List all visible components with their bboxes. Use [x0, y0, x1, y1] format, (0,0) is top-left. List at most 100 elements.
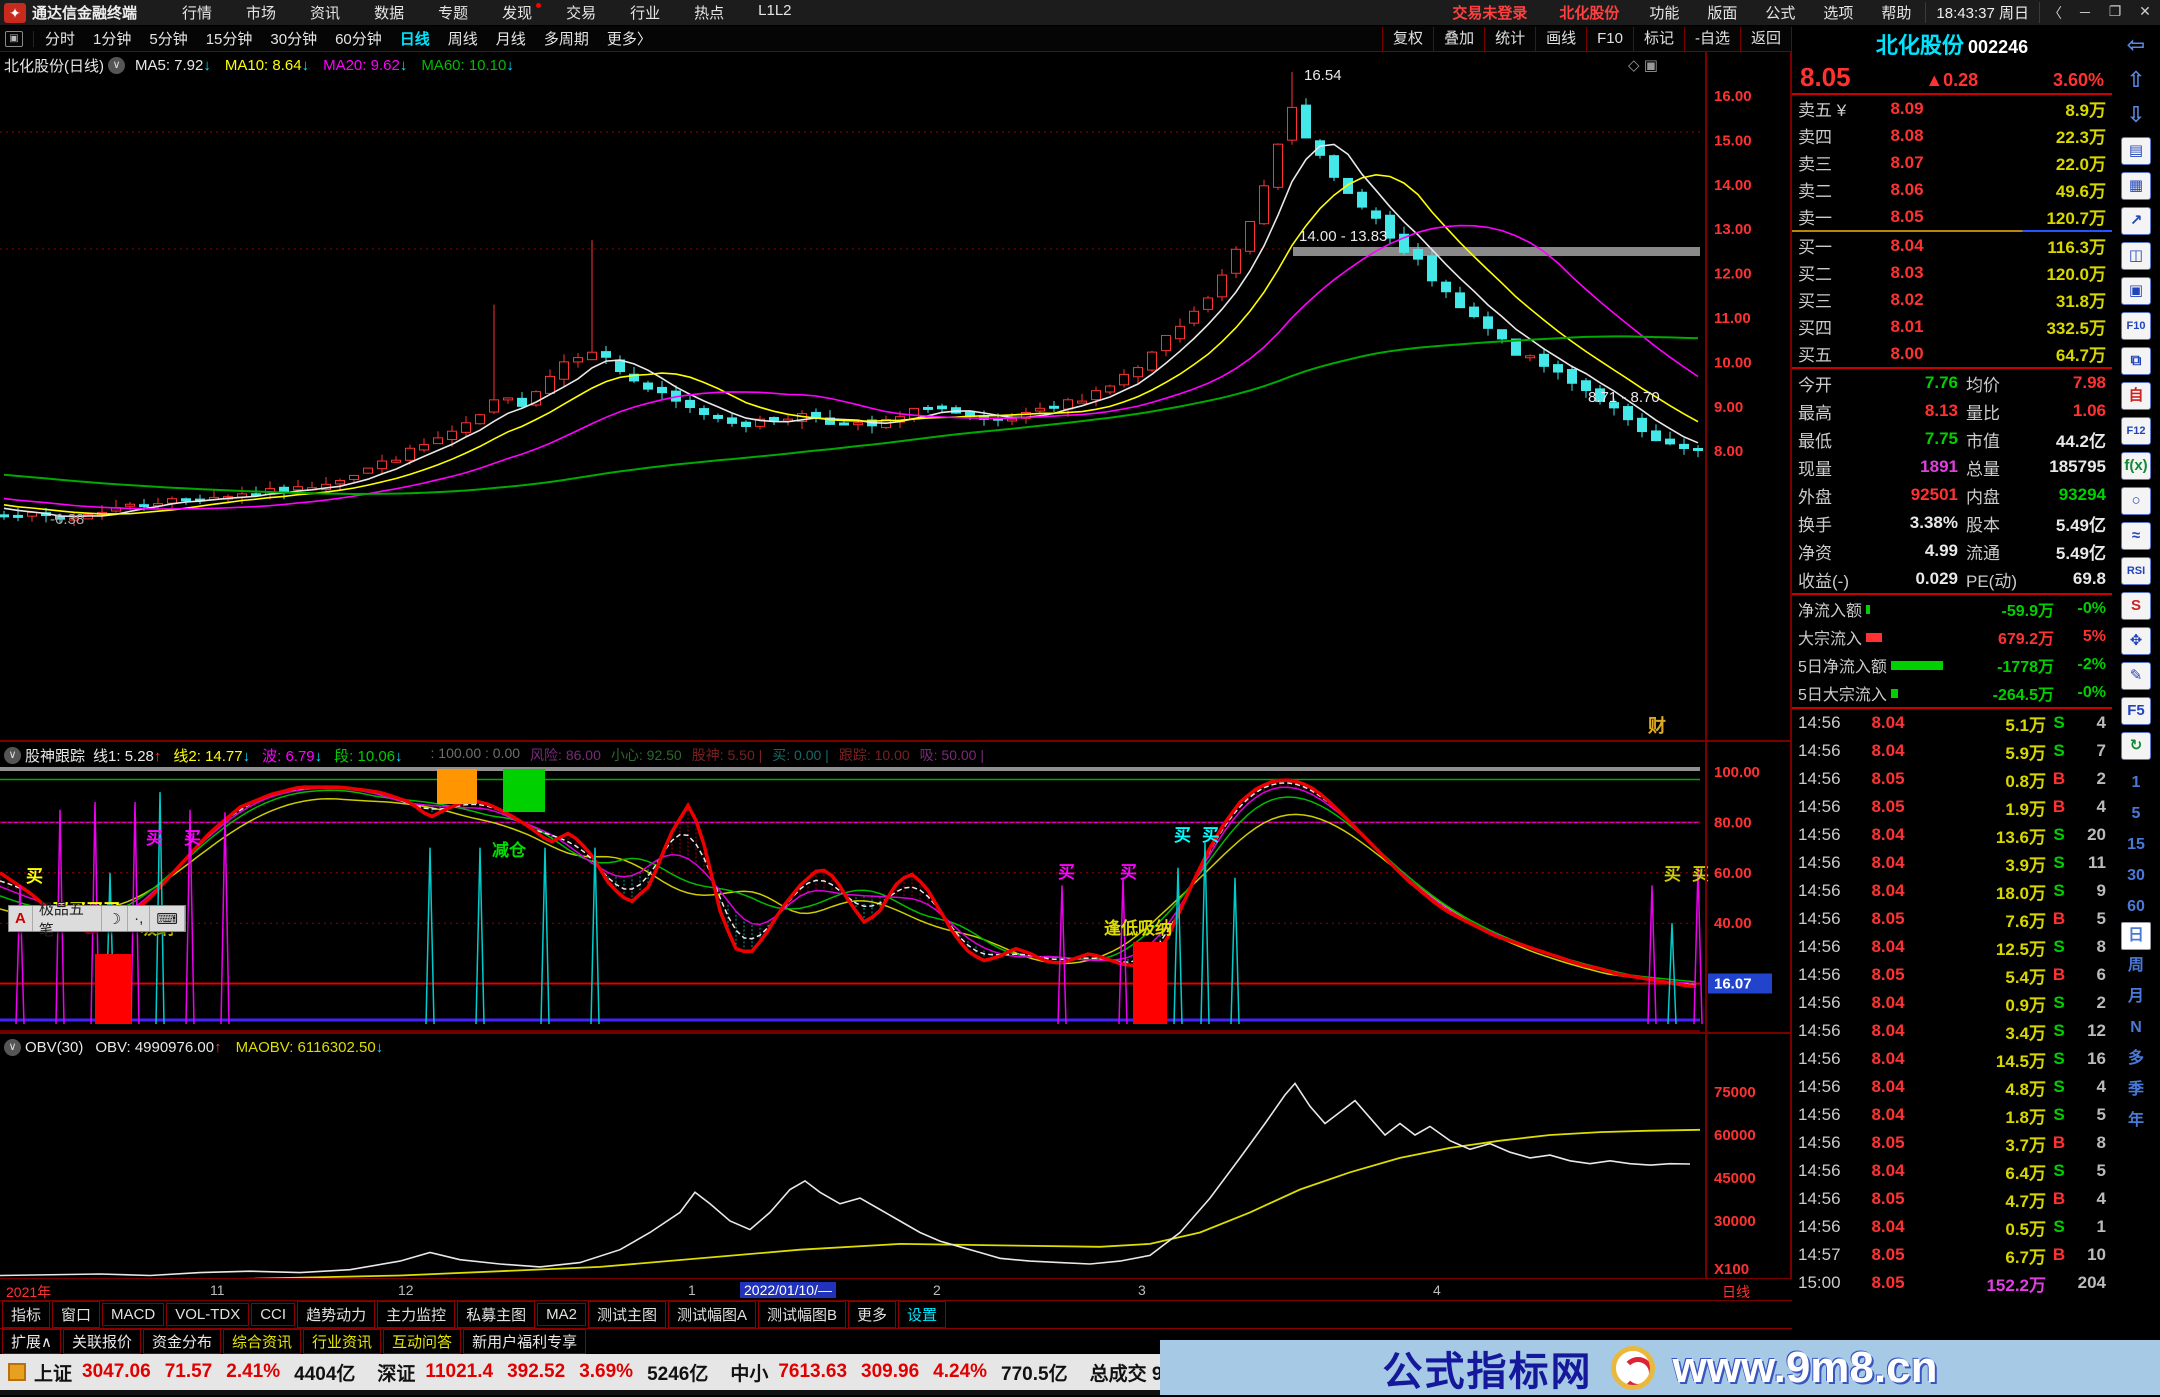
- strip-period-日[interactable]: 日: [2121, 922, 2151, 950]
- menu-item-选项[interactable]: 选项: [1823, 5, 1854, 22]
- tab-趋势动力[interactable]: 趋势动力: [297, 1301, 376, 1328]
- menu-item-公式[interactable]: 公式: [1765, 5, 1796, 22]
- strip-icon-F12[interactable]: F12: [2121, 417, 2151, 445]
- period-周线[interactable]: 周线: [447, 31, 478, 48]
- down-arrow-icon[interactable]: ⇩: [2126, 102, 2146, 127]
- strip-period-年[interactable]: 年: [2127, 1112, 2144, 1129]
- strip-period-季[interactable]: 季: [2127, 1081, 2144, 1098]
- toolbar-button-统计[interactable]: 统计: [1484, 26, 1535, 51]
- toolbar-button-F10[interactable]: F10: [1586, 26, 1633, 51]
- subtab-互动问答[interactable]: 互动问答: [383, 1329, 462, 1354]
- tab-VOL-TDX[interactable]: VOL-TDX: [166, 1303, 250, 1326]
- strip-icon-S[interactable]: S: [2121, 592, 2151, 620]
- strip-icon-F10[interactable]: F10: [2121, 312, 2151, 340]
- tab-窗口[interactable]: 窗口: [52, 1301, 101, 1328]
- timeline[interactable]: 2021年 11 12 1 2022/01/10/— 2 3 4 日线: [0, 1278, 1792, 1300]
- strip-icon-▤[interactable]: ▤: [2121, 137, 2151, 165]
- strip-icon-RSI[interactable]: RSI: [2121, 557, 2151, 585]
- tab-测试幅图A[interactable]: 测试幅图A: [667, 1301, 756, 1328]
- menu-item-交易[interactable]: 交易: [566, 5, 597, 22]
- tab-更多[interactable]: 更多: [848, 1301, 897, 1328]
- ask-row[interactable]: 卖四 8.08 22.3万: [1798, 125, 2106, 148]
- up-arrow-icon[interactable]: ⇧: [2126, 67, 2146, 92]
- ask-row[interactable]: 卖五 ¥8.09 8.9万: [1798, 98, 2106, 121]
- back-arrow-icon[interactable]: ⇦: [2126, 32, 2146, 57]
- subtab-行业资讯[interactable]: 行业资讯: [303, 1329, 382, 1354]
- strip-period-15[interactable]: 15: [2127, 836, 2145, 853]
- toolbar-button-画线[interactable]: 画线: [1535, 26, 1586, 51]
- strip-icon-自[interactable]: 自: [2121, 382, 2151, 410]
- subtab-扩展∧[interactable]: 扩展∧: [2, 1329, 61, 1354]
- strip-icon-≈[interactable]: ≈: [2121, 522, 2151, 550]
- obv-pane[interactable]: ∨ OBV(30) OBV: 4990976.00↑ MAOBV: 6116302…: [0, 1032, 1792, 1280]
- tab-测试主图[interactable]: 测试主图: [587, 1301, 666, 1328]
- tab-MA2[interactable]: MA2: [537, 1303, 586, 1326]
- strip-icon-fx[interactable]: f(x): [2121, 452, 2151, 480]
- period-15分钟[interactable]: 15分钟: [205, 31, 253, 48]
- menu-item-数据[interactable]: 数据: [374, 5, 405, 22]
- period-5分钟[interactable]: 5分钟: [149, 31, 188, 48]
- bid-row[interactable]: 买一 8.04 116.3万: [1798, 235, 2106, 258]
- period-30分钟[interactable]: 30分钟: [270, 31, 318, 48]
- ime-item-3[interactable]: ·,: [128, 906, 151, 931]
- close-button[interactable]: ✕: [2139, 2, 2151, 19]
- strip-period-1[interactable]: 1: [2131, 774, 2141, 791]
- candlestick-chart[interactable]: 16.00 15.00 14.00 13.00 12.00 11.00 10.00 9.00 8…: [0, 52, 1792, 740]
- ask-row[interactable]: 卖一 8.05 120.7万: [1798, 206, 2106, 229]
- menu-item-L1L2[interactable]: L1L2: [758, 2, 792, 19]
- toolbar-button-返回[interactable]: 返回: [1739, 26, 1792, 51]
- toolbar-button-标记[interactable]: 标记: [1632, 26, 1684, 51]
- tab-指标[interactable]: 指标: [2, 1301, 51, 1328]
- menu-item-热点[interactable]: 热点: [694, 5, 725, 22]
- strip-period-多[interactable]: 多: [2127, 1050, 2144, 1067]
- menu-item-发现[interactable]: 发现: [485, 2, 549, 23]
- tab-设置[interactable]: 设置: [898, 1301, 947, 1328]
- menu-item-市场[interactable]: 市场: [246, 5, 277, 22]
- period-更多〉[interactable]: 更多〉: [606, 31, 652, 48]
- pane-corner-icons[interactable]: ◇ ▣: [1628, 57, 1658, 74]
- oscillator-chart[interactable]: 买买买买买买买减仓买买买买逢低吸纳吸纳买买100.0080.0060.0040.…: [0, 742, 1792, 1034]
- collapse-icon[interactable]: ∨: [4, 746, 21, 764]
- stock-shortcut[interactable]: 北化股份: [1559, 5, 1620, 22]
- strip-period-60[interactable]: 60: [2127, 898, 2145, 915]
- menu-item-行情[interactable]: 行情: [182, 5, 213, 22]
- ask-row[interactable]: 卖三 8.07 22.0万: [1798, 152, 2106, 175]
- strip-period-N[interactable]: N: [2130, 1019, 2142, 1036]
- menu-item-版面[interactable]: 版面: [1707, 5, 1738, 22]
- subtab-综合资讯[interactable]: 综合资讯: [223, 1329, 302, 1354]
- tab-私募主图[interactable]: 私募主图: [457, 1301, 536, 1328]
- strip-icon-✥[interactable]: ✥: [2121, 627, 2151, 655]
- ime-item-4[interactable]: ⌨: [150, 906, 185, 931]
- strip-icon-▦[interactable]: ▦: [2121, 172, 2151, 200]
- tab-CCI[interactable]: CCI: [251, 1303, 296, 1326]
- strip-period-5[interactable]: 5: [2131, 805, 2141, 822]
- strip-icon-↗[interactable]: ↗: [2121, 207, 2151, 235]
- period-分时[interactable]: 分时: [45, 31, 76, 48]
- ime-toolbar[interactable]: A 极品五笔 ☽ ·, ⌨: [8, 901, 186, 939]
- collapse-icon[interactable]: ∨: [4, 1038, 21, 1056]
- strip-icon-○[interactable]: ○: [2121, 487, 2151, 515]
- period-1分钟[interactable]: 1分钟: [93, 31, 132, 48]
- menu-item-行业[interactable]: 行业: [630, 5, 661, 22]
- menu-item-资讯[interactable]: 资讯: [310, 5, 341, 22]
- bid-row[interactable]: 买三 8.02 31.8万: [1798, 289, 2106, 312]
- strip-icon-▣[interactable]: ▣: [2121, 277, 2151, 305]
- strip-period-30[interactable]: 30: [2127, 867, 2145, 884]
- ime-item-1[interactable]: 极品五笔: [33, 901, 102, 939]
- period-多周期[interactable]: 多周期: [543, 31, 589, 48]
- toolbar-button-复权[interactable]: 复权: [1382, 26, 1433, 51]
- period-60分钟[interactable]: 60分钟: [335, 31, 382, 48]
- main-chart-pane[interactable]: 北化股份(日线) ∨ MA5: 7.92↓ MA10: 8.64↓ MA20: 9.…: [0, 52, 1792, 740]
- bid-row[interactable]: 买五 8.00 64.7万: [1798, 343, 2106, 366]
- toolbar-button-叠加[interactable]: 叠加: [1433, 26, 1484, 51]
- subtab-新用户福利专享[interactable]: 新用户福利专享: [463, 1329, 587, 1354]
- strip-icon-↻[interactable]: ↻: [2121, 732, 2151, 760]
- ime-item-2[interactable]: ☽: [102, 906, 129, 931]
- tab-MACD[interactable]: MACD: [102, 1303, 165, 1326]
- tab-测试幅图B[interactable]: 测试幅图B: [757, 1301, 846, 1328]
- strip-period-月[interactable]: 月: [2127, 988, 2144, 1005]
- period-日线[interactable]: 日线: [399, 31, 430, 48]
- strip-icon-F5[interactable]: F5: [2121, 697, 2151, 725]
- bid-row[interactable]: 买四 8.01 332.5万: [1798, 316, 2106, 339]
- layout-icon[interactable]: ▣: [5, 30, 23, 47]
